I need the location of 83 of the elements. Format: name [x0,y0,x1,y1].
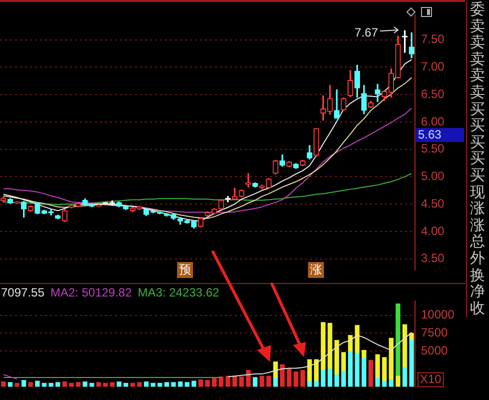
bar [334,374,340,387]
bar [76,382,81,387]
bar [328,368,332,387]
bar [362,358,366,387]
y-tick-label: 10000 [421,308,455,322]
y-tick-label: 4.50 [421,196,445,210]
y-tick-label: 7.50 [421,32,445,46]
bar [56,382,60,387]
bar [198,379,204,387]
bar [307,380,312,387]
bar [171,382,176,387]
y-tick-label: 6.50 [421,86,445,101]
bar [341,352,346,372]
text: MA2: 50129.82 [50,285,132,300]
bar [328,322,332,370]
bar [184,382,190,387]
bar [260,376,264,387]
bar [273,378,278,387]
bar [150,382,156,387]
bar [14,382,20,387]
bar [396,304,400,376]
bar [307,359,312,382]
bar [252,377,258,387]
bar [164,382,170,387]
bar [388,379,394,387]
bar [402,324,408,368]
y-tick-label: 7500 [421,325,448,340]
bar [280,364,285,387]
bar [354,324,360,354]
bar [368,360,374,387]
y-tick-label: 5.50 [421,142,445,156]
bar [320,370,326,387]
bar [116,381,122,387]
bar [300,370,306,387]
y-tick-label: 5.00 [421,169,445,184]
bar [144,381,149,387]
y-tick-label: 3.50 [421,251,445,266]
bar [354,352,360,387]
bar [286,368,292,387]
bar [8,382,13,387]
text: X10 [420,372,442,386]
annotation: 预 [179,262,191,276]
y-tick-label: 5000 [421,343,448,358]
bar [348,351,353,387]
bar [409,340,414,387]
bar [341,370,346,387]
bar [375,378,380,387]
y-tick-label: 4.00 [421,224,445,238]
bar [320,322,326,371]
bar [28,382,33,387]
y-tick-label: 7.00 [421,60,445,74]
bar [96,382,101,387]
bar [375,354,380,379]
bar [388,338,394,380]
bar [239,376,244,387]
bar [110,382,115,387]
text: 5.63 [418,127,442,142]
text: MA3: 24233.62 [138,285,220,300]
bar [103,382,108,387]
text: 委卖卖卖卖卖买买买买买现涨涨总外换净收 [470,1,485,317]
annotation: 涨 [310,262,322,276]
bar [82,381,88,387]
text: 7097.55 [1,285,45,300]
bar [396,376,400,387]
bar [212,378,217,387]
annotation: 7.67 [354,25,378,40]
bar [334,340,340,375]
bar [266,376,272,387]
bar [273,361,278,379]
bar [362,350,366,359]
bar [382,357,387,382]
bar [21,380,26,387]
bar [48,382,54,387]
bar [402,367,408,387]
bar [137,382,142,387]
bar [69,382,74,387]
bar [205,380,210,387]
y-tick-label: 6.00 [421,114,445,128]
bar [226,376,230,387]
bar [1,381,6,387]
bar [178,381,183,387]
bar [62,381,67,387]
bar [294,371,298,387]
